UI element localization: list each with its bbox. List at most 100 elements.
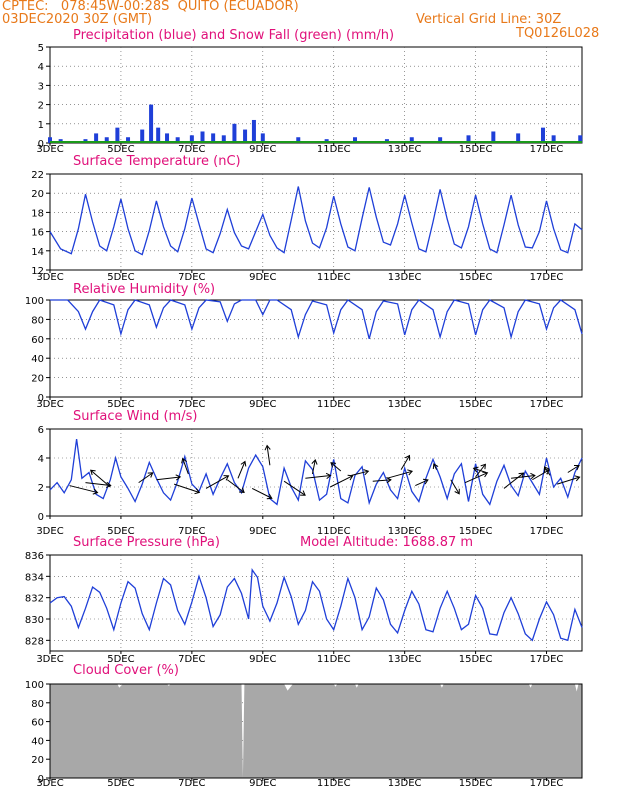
wind-vector [85,482,111,486]
x-tick-label: 9DEC [249,778,276,789]
wind-vector-head [432,463,439,470]
x-tick-label: 3DEC [36,654,63,665]
wind-vector-head [311,458,318,465]
y-tick-label: 3 [38,81,44,92]
wind-vector [415,479,429,487]
x-tick-label: 17DEC [530,526,564,537]
chart-panel-2: 12 14 16 18 20 22 3DEC 5DEC 7DEC 9DEC 11DEC 13DEC 15… [31,154,583,283]
precip-bar [140,129,145,143]
x-tick-label: 9DEC [249,272,276,283]
y-tick-label: 80 [31,699,44,710]
wind-vector [205,475,229,489]
y-tick-label: 14 [31,247,44,258]
precip-bar [115,127,120,143]
chart-title: Surface Pressure (hPa) [73,535,220,550]
y-tick-label: 60 [31,335,44,346]
y-tick-label: 4 [38,454,44,465]
wind-vector-head [404,454,411,461]
y-tick-label: 4 [38,62,44,73]
y-tick-label: 16 [31,228,44,239]
x-tick-label: 5DEC [107,778,134,789]
y-tick-label: 828 [25,636,44,647]
x-tick-label: 7DEC [178,399,205,410]
plot-frame [49,299,583,398]
header-grid-note: Vertical Grid Line: 30Z [416,12,562,27]
precip-bar [200,131,205,143]
wind-vector-head [480,463,486,470]
y-tick-label: 834 [25,572,44,583]
y-tick-label: 836 [25,551,44,562]
wind-vector [311,459,316,475]
plot-frame [49,173,583,271]
wind-vector-head [223,475,230,481]
wind-vector [450,479,460,495]
x-tick-label: 5DEC [107,144,134,155]
chart-title: Precipitation (blue) and Snow Fall (gree… [73,28,394,43]
chart-title: Surface Wind (m/s) [73,409,197,424]
y-tick-label: 100 [25,296,44,307]
precip-bar [175,137,180,143]
series-line [49,439,583,506]
wind-vector-head [574,475,581,482]
precip-bar [156,127,161,143]
wind-vector [567,465,580,473]
wind-vector [138,472,153,484]
y-tick-label: 40 [31,736,44,747]
precip-bar [438,137,443,143]
y-tick-label: 2 [38,483,44,494]
x-tick-label: 17DEC [530,144,564,155]
x-tick-label: 5DEC [107,526,134,537]
wind-vector-head [347,474,354,481]
wind-vector [182,458,189,475]
chart-panel-6: 0 20 40 60 80 100 3DEC 5DEC 7DEC 9DEC 11DEC 13DEC 15… [25,663,583,789]
precip-bar [551,135,556,143]
precip-bar [491,131,496,143]
wind-vector-head [363,469,370,476]
wind-vector [351,470,369,476]
precip-bar [466,135,471,143]
y-tick-label: 20 [31,755,44,766]
precip-bar [232,123,237,143]
x-tick-label: 11DEC [317,778,351,789]
wind-vector [464,472,488,484]
x-tick-label: 7DEC [178,526,205,537]
wind-vector-head [422,478,429,485]
wind-vector-head [264,444,271,451]
x-tick-label: 15DEC [459,654,493,665]
wind-vector-head [105,481,112,489]
precip-bar [48,137,52,143]
header-station: CPTEC: 078:45W-00:28S QUITO (ECUADOR) [2,0,299,14]
chart-annotation: Model Altitude: 1688.87 m [300,535,473,550]
plot-frame [49,428,583,517]
wind-vector [386,470,413,479]
x-tick-label: 15DEC [459,399,493,410]
wind-vector-head [92,488,99,495]
x-tick-label: 15DEC [459,526,493,537]
wind-vector [69,485,98,494]
x-tick-label: 11DEC [317,399,351,410]
x-tick-label: 13DEC [388,778,422,789]
x-tick-label: 5DEC [107,654,134,665]
y-tick-label: 832 [25,594,44,605]
wind-vector-head [330,462,337,468]
x-tick-label: 11DEC [317,526,351,537]
wind-vector [544,466,551,476]
chart-panel-1: 0 1 2 3 4 5 3DEC 5DEC 7DEC 9DEC 11DEC 13DEC 15DEC 17D… [36,28,583,155]
y-tick-label: 0 [38,393,44,404]
wind-vector [330,462,342,472]
wind-vector-head [89,469,96,476]
x-tick-label: 17DEC [530,399,564,410]
plot-frame [49,554,583,652]
wind-vector [433,463,438,470]
wind-vector [173,483,200,493]
x-tick-label: 15DEC [459,144,493,155]
x-tick-label: 9DEC [249,399,276,410]
x-tick-label: 17DEC [530,778,564,789]
x-tick-label: 3DEC [36,526,63,537]
wind-vector-head [147,472,154,478]
plot-frame-top [49,683,583,779]
precip-bar [104,137,109,143]
precip-bar [540,127,545,143]
wind-vector-head [181,457,187,464]
